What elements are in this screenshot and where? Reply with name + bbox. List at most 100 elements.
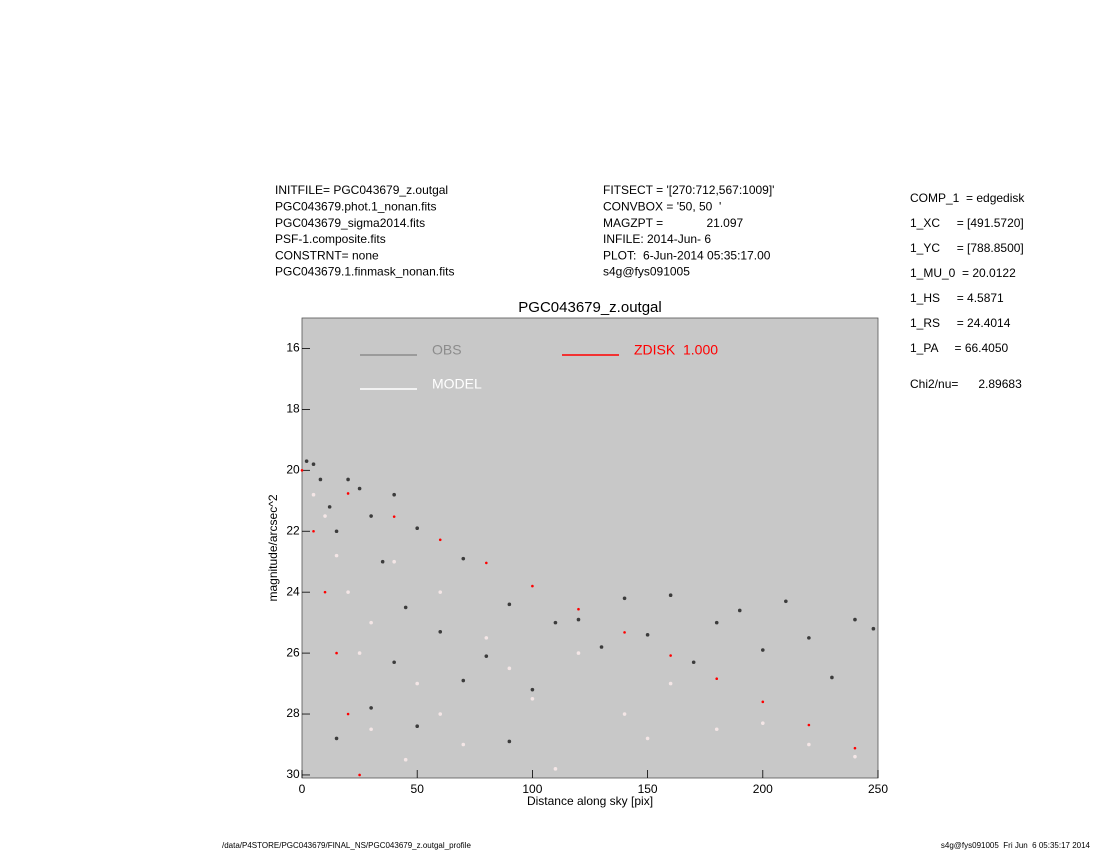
data-point [530,696,535,701]
data-point [737,608,742,613]
header-middle: INFILE: 2014-Jun- 6 [603,232,711,246]
data-point [346,712,350,716]
y-tick-label: 18 [286,402,300,416]
data-point [691,660,696,665]
chi-square: Chi2/nu= 2.89683 [910,377,1022,391]
header-left: PGC043679_sigma2014.fits [275,216,425,230]
data-point [807,742,811,747]
data-point [318,477,323,482]
data-point [669,654,672,657]
data-point [380,559,385,564]
y-tick-label: 22 [286,523,300,537]
data-point [530,687,535,692]
header-middle: FITSECT = '[270:712,567:1009]' [603,183,774,197]
data-point [853,746,857,750]
header-left: CONSTRNT= none [275,248,379,262]
data-point [830,675,834,680]
data-point [312,529,315,533]
data-point [461,742,466,747]
data-point [415,724,420,729]
footer-path: /data/P4STORE/PGC043679/FINAL_NS/PGC0436… [222,841,471,850]
data-point [623,631,626,634]
data-point [346,590,350,594]
data-point [576,617,581,622]
data-point [553,767,558,771]
data-point [599,645,604,649]
header-middle: MAGZPT = 21.097 [603,216,743,230]
data-point [461,556,466,561]
data-point [403,605,408,610]
data-point [323,514,327,518]
data-point [531,584,534,588]
data-point [622,712,627,716]
data-point [392,492,396,497]
legend-label: ZDISK 1.000 [634,342,718,358]
data-point [304,459,309,463]
x-tick-label: 50 [411,782,425,796]
data-point [369,514,373,518]
data-point [807,636,811,640]
data-point [369,620,373,625]
chart-title: PGC043679_z.outgal [518,299,661,316]
header-middle: CONVBOX = '50, 50 ' [603,199,721,213]
data-point [484,654,489,658]
data-point [357,651,362,655]
data-point [438,590,443,594]
data-point [576,651,581,655]
data-point [761,721,765,725]
fit-parameter: 1_MU_0 = 20.0122 [910,266,1016,280]
footer-stamp: s4g@fys091005 Fri Jun 6 05:35:17 2014 [941,841,1091,850]
data-point [357,486,362,491]
data-point [714,727,719,732]
data-point [484,636,489,640]
header-left: PGC043679.1.finmask_nonan.fits [275,265,454,279]
data-point [415,681,420,686]
data-point [761,648,765,652]
data-point [622,596,627,601]
data-point [300,469,304,472]
data-point [438,712,443,716]
data-point [507,739,512,744]
header-middle: s4g@fys091005 [603,265,690,279]
y-tick-label: 30 [286,767,300,781]
legend-label: OBS [432,342,462,358]
data-point [714,620,719,625]
header-middle: PLOT: 6-Jun-2014 05:35:17.00 [603,248,771,262]
y-tick-label: 16 [286,341,300,355]
data-point [369,727,373,732]
data-point [871,626,876,631]
plot-area [301,317,879,779]
data-point [392,660,396,665]
data-point [415,526,420,530]
data-point [311,462,316,467]
fit-parameter: COMP_1 = edgedisk [910,191,1025,205]
data-point [507,666,512,671]
data-point [327,505,332,509]
x-tick-label: 100 [522,782,542,796]
x-tick-label: 200 [753,782,773,796]
data-point [853,617,857,622]
y-tick-label: 20 [286,462,300,476]
fit-parameter: 1_RS = 24.4014 [910,316,1011,330]
data-point [334,529,339,534]
data-point [645,736,650,741]
data-point [438,629,443,634]
data-point [346,477,350,482]
data-point [392,515,396,518]
data-point [403,757,408,762]
data-point [358,773,361,777]
data-point [335,651,338,655]
data-point [334,553,339,558]
data-point [668,593,673,598]
fit-parameter: 1_YC = [788.8500] [910,241,1024,255]
x-axis-label: Distance along sky [pix] [527,794,653,808]
header-left: INITFILE= PGC043679_z.outgal [275,183,448,197]
fit-parameter: 1_XC = [491.5720] [910,216,1024,230]
data-point [668,681,673,686]
y-tick-label: 26 [286,645,300,659]
data-point [438,538,442,542]
data-point [311,492,316,497]
data-point [346,492,350,495]
